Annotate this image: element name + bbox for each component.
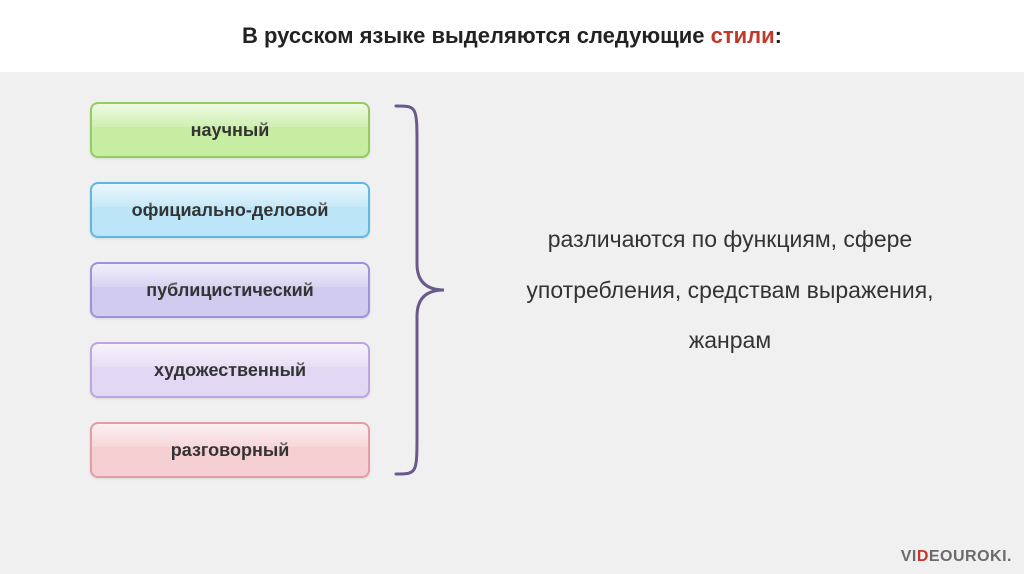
pill-list: научный официально-деловой публицистичес…: [90, 102, 370, 478]
title-suffix: :: [775, 23, 782, 48]
pill-item: художественный: [90, 342, 370, 398]
watermark-pre: VI: [901, 548, 917, 565]
pill-item: научный: [90, 102, 370, 158]
pill-label: научный: [191, 120, 270, 141]
pill-label: публицистический: [146, 280, 313, 301]
curly-brace: [390, 102, 450, 478]
watermark: VIDEOUROKI.: [901, 548, 1012, 566]
watermark-d: D: [917, 548, 929, 565]
description-box: различаются по функциям, сфере употребле…: [510, 102, 950, 478]
main-area: научный официально-деловой публицистичес…: [0, 72, 1024, 574]
title-accent: стили: [711, 23, 775, 48]
title-prefix: В русском языке выделяются следующие: [242, 23, 711, 48]
pill-item: разговорный: [90, 422, 370, 478]
pill-label: официально-деловой: [132, 200, 329, 221]
pill-item: официально-деловой: [90, 182, 370, 238]
page-title: В русском языке выделяются следующие сти…: [242, 23, 782, 49]
pill-label: разговорный: [171, 440, 290, 461]
watermark-post: EOUROKI.: [929, 548, 1012, 565]
title-band: В русском языке выделяются следующие сти…: [0, 0, 1024, 72]
description-text: различаются по функциям, сфере употребле…: [510, 214, 950, 366]
pill-item: публицистический: [90, 262, 370, 318]
pill-label: художественный: [154, 360, 306, 381]
